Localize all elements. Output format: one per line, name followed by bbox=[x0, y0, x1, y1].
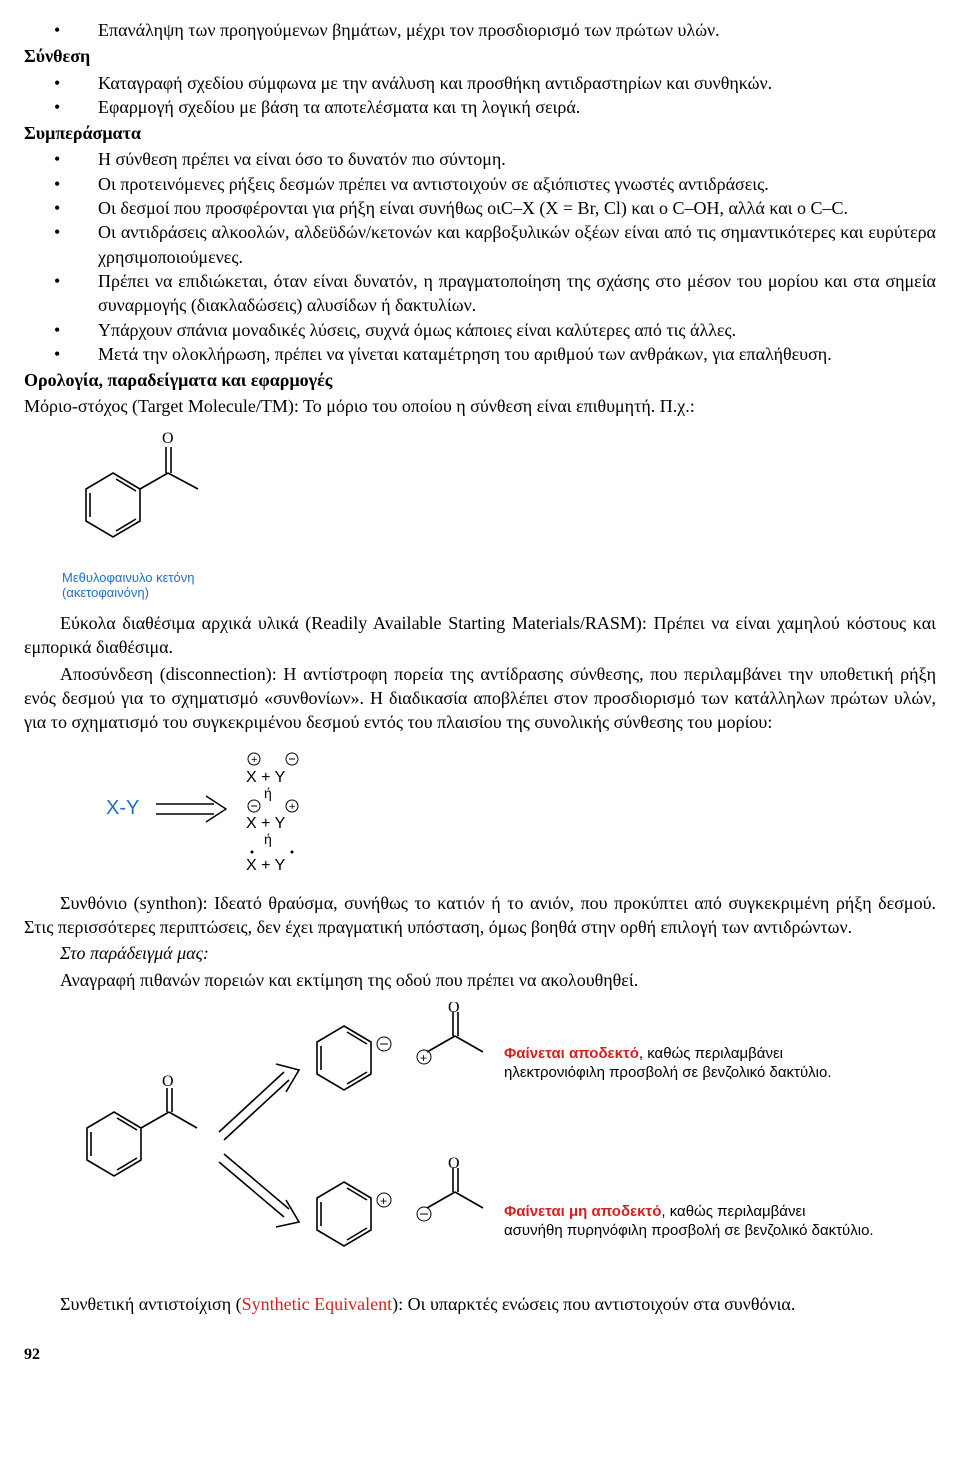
annotation-rejected-rest: , καθώς περιλαμβάνει bbox=[661, 1203, 805, 1220]
annotation-accepted-line2: ηλεκτρονιόφιλη προσβολή σε βενζολικό δακ… bbox=[504, 1064, 832, 1081]
list-item: Πρέπει να επιδιώκεται, όταν είναι δυνατό… bbox=[76, 269, 936, 318]
list-item: Υπάρχουν σπάνια μοναδικές λύσεις, συχνά … bbox=[76, 318, 936, 342]
svg-text:X + Y: X + Y bbox=[246, 857, 286, 874]
heading-conclusions: Συμπεράσματα bbox=[24, 121, 936, 145]
svg-text:ή: ή bbox=[264, 785, 272, 801]
bullet-list-previous-steps: Επανάληψη των προηγούμενων βημάτων, μέχρ… bbox=[76, 18, 936, 42]
diagram-synthon-scheme: X-Y + X + Y ή + X + Y ή X + Y bbox=[94, 744, 936, 880]
acetophenone-svg: O bbox=[58, 425, 258, 565]
page-number: 92 bbox=[24, 1344, 936, 1366]
list-item: Εφαρμογή σχεδίου με βάση τα αποτελέσματα… bbox=[76, 95, 936, 119]
svg-text:+: + bbox=[380, 1194, 387, 1208]
list-item: Η σύνθεση πρέπει να είναι όσο το δυνατόν… bbox=[76, 147, 936, 171]
svg-text:O: O bbox=[448, 1155, 460, 1172]
list-item: Οι αντιδράσεις αλκοολών, αλδεϋδών/κετονώ… bbox=[76, 220, 936, 269]
list-item: Οι προτεινόμενες ρήξεις δεσμών πρέπει να… bbox=[76, 172, 936, 196]
diagram-retrosynthesis-routes: O O + bbox=[54, 1002, 936, 1282]
acetophenone-label-line2: (ακετοφαινόνη) bbox=[62, 585, 149, 600]
heading-terminology: Ορολογία, παραδείγματα και εφαρμογές bbox=[24, 368, 936, 392]
paragraph-synthon: Συνθόνιο (synthon): Ιδεατό θραύσμα, συνή… bbox=[24, 891, 936, 940]
syn-equiv-red: Synthetic Equivalent bbox=[242, 1294, 392, 1314]
svg-text:X + Y: X + Y bbox=[246, 815, 286, 832]
svg-text:+: + bbox=[251, 754, 257, 766]
svg-text:O: O bbox=[448, 1002, 460, 1016]
bullet-list-conclusions: Η σύνθεση πρέπει να είναι όσο το δυνατόν… bbox=[76, 147, 936, 366]
svg-text:X + Y: X + Y bbox=[246, 769, 286, 786]
bullet-list-synthesis: Καταγραφή σχεδίου σύμφωνα με την ανάλυση… bbox=[76, 71, 936, 120]
svg-text:+: + bbox=[420, 1051, 427, 1065]
list-item: Μετά την ολοκλήρωση, πρέπει να γίνεται κ… bbox=[76, 342, 936, 366]
paragraph-rasm: Εύκολα διαθέσιμα αρχικά υλικά (Readily A… bbox=[24, 611, 936, 660]
syn-equiv-post: ): Οι υπαρκτές ενώσεις που αντιστοιχούν … bbox=[392, 1294, 795, 1314]
annotation-accepted-strong: Φαίνεται αποδεκτό bbox=[504, 1045, 639, 1062]
scheme-left-xy: X-Y bbox=[106, 797, 139, 819]
syn-equiv-pre: Συνθετική αντιστοίχιση ( bbox=[60, 1294, 242, 1314]
annotation-accepted: Φαίνεται αποδεκτό, καθώς περιλαμβάνει ηλ… bbox=[504, 1044, 934, 1083]
diagram-acetophenone: O Μεθυλοφαινυλο κετόνη (ακετοφαινόνη) bbox=[58, 425, 936, 601]
list-item: Επανάληψη των προηγούμενων βημάτων, μέχρ… bbox=[76, 18, 936, 42]
paragraph-target-molecule: Μόριο-στόχος (Target Molecule/TM): Το μό… bbox=[24, 394, 936, 418]
annotation-rejected-strong: Φαίνεται μη αποδεκτό bbox=[504, 1203, 661, 1220]
annotation-rejected: Φαίνεται μη αποδεκτό, καθώς περιλαμβάνει… bbox=[504, 1202, 944, 1241]
svg-text:O: O bbox=[162, 430, 174, 447]
list-item: Οι δεσμοί που προσφέρονται για ρήξη είνα… bbox=[76, 196, 936, 220]
acetophenone-label: Μεθυλοφαινυλο κετόνη (ακετοφαινόνη) bbox=[62, 571, 936, 601]
svg-text:O: O bbox=[162, 1073, 174, 1090]
heading-synthesis: Σύνθεση bbox=[24, 44, 936, 68]
paragraph-example-body: Αναγραφή πιθανών πορειών και εκτίμηση τη… bbox=[24, 968, 936, 992]
synthon-scheme-svg: X-Y + X + Y ή + X + Y ή X + Y bbox=[94, 744, 354, 874]
annotation-accepted-rest: , καθώς περιλαμβάνει bbox=[639, 1045, 783, 1062]
paragraph-disconnection: Αποσύνδεση (disconnection): Η αντίστροφη… bbox=[24, 662, 936, 735]
list-item: Καταγραφή σχεδίου σύμφωνα με την ανάλυση… bbox=[76, 71, 936, 95]
paragraph-synthetic-equivalent: Συνθετική αντιστοίχιση (Synthetic Equiva… bbox=[24, 1292, 936, 1316]
paragraph-example-lead: Στο παράδειγμά μας: bbox=[24, 941, 936, 965]
svg-text:+: + bbox=[289, 801, 295, 813]
acetophenone-label-line1: Μεθυλοφαινυλο κετόνη bbox=[62, 570, 194, 585]
annotation-rejected-line2: ασυνήθη πυρηνόφιλη προσβολή σε βενζολικό… bbox=[504, 1222, 874, 1239]
svg-text:ή: ή bbox=[264, 831, 272, 847]
